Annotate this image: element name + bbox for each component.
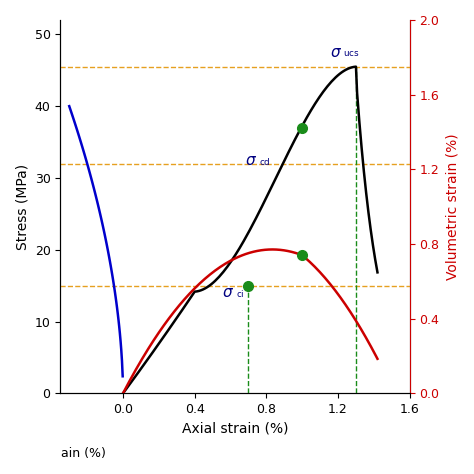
Text: $\sigma$: $\sigma$ [329,45,342,60]
Text: $\sigma$: $\sigma$ [246,153,257,167]
Text: $\sigma$: $\sigma$ [222,285,234,301]
X-axis label: Axial strain (%): Axial strain (%) [182,422,288,436]
Text: $_{\rm ci}$: $_{\rm ci}$ [236,286,245,300]
Text: $_{\rm ucs}$: $_{\rm ucs}$ [344,46,360,59]
Y-axis label: Volumetric strain (%): Volumetric strain (%) [445,133,459,280]
Text: ain (%): ain (%) [61,447,106,460]
Y-axis label: Stress (MPa): Stress (MPa) [15,164,29,250]
Text: $_{\rm cd}$: $_{\rm cd}$ [259,154,271,166]
